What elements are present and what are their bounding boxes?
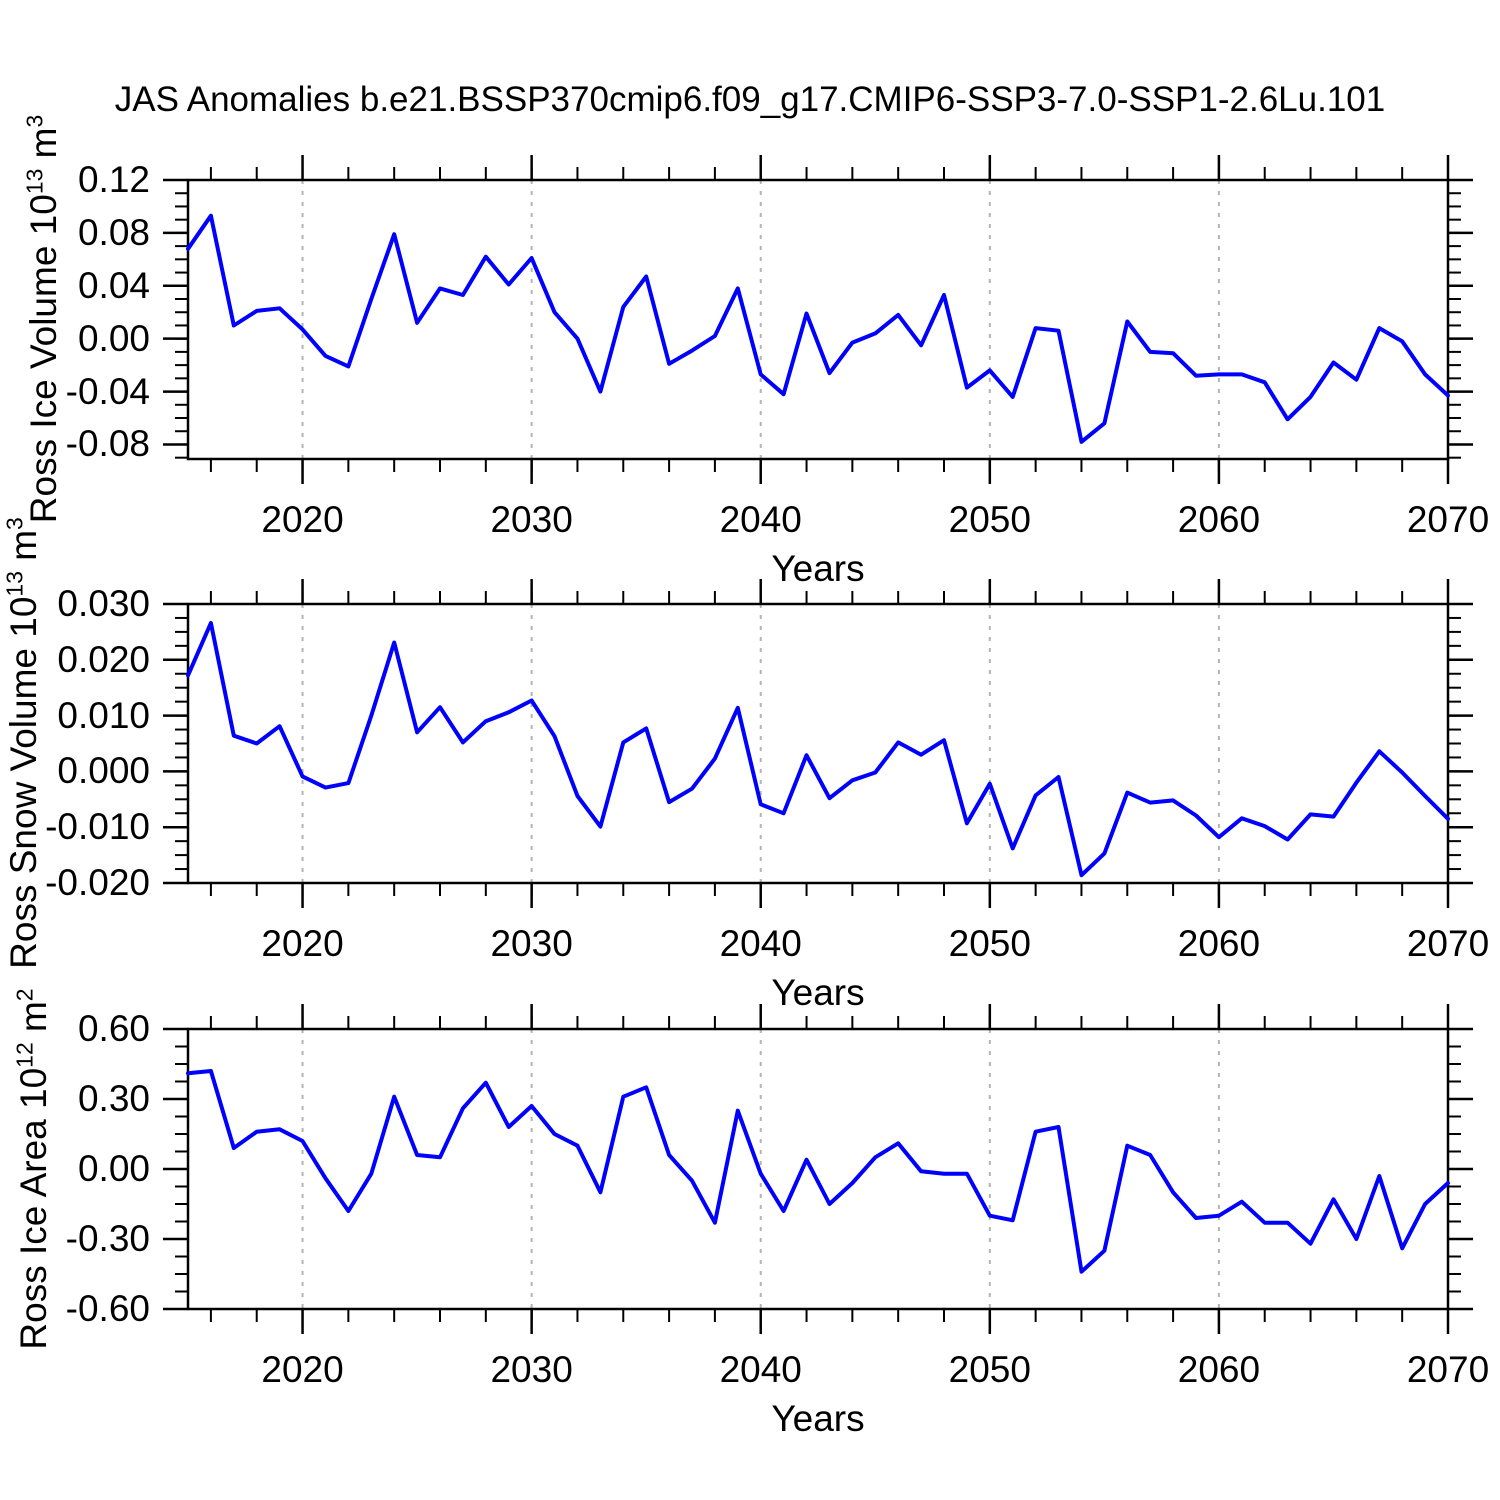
x-tick-label: 2020	[261, 499, 344, 540]
x-tick-label: 2050	[948, 1349, 1031, 1390]
y-tick-label: 0.12	[77, 159, 150, 200]
chart-title: JAS Anomalies b.e21.BSSP370cmip6.f09_g17…	[114, 80, 1386, 119]
y-tick-label: -0.60	[65, 1288, 150, 1329]
x-tick-label: 2040	[719, 499, 802, 540]
series-line-ross-snow-volume	[186, 621, 1450, 878]
exponent: 3	[21, 114, 48, 128]
series-line-ross-ice-volume	[186, 213, 1450, 444]
exponent: 3	[1, 517, 28, 530]
x-axis-title-years-panel1: Years	[771, 548, 865, 589]
x-tick-label: 2030	[490, 923, 573, 964]
x-axis-title-years-panel2: Years	[771, 972, 865, 1013]
x-tick-label: 2050	[948, 499, 1031, 540]
y-tick-label: 0.030	[57, 583, 150, 624]
y-tick-label: -0.30	[65, 1218, 150, 1259]
x-tick-label: 2070	[1406, 499, 1490, 540]
x-tick-label: 2050	[948, 923, 1031, 964]
y-tick-label: 0.60	[77, 1008, 150, 1049]
x-tick-label: 2020	[261, 1349, 344, 1390]
x-tick-label: 2060	[1177, 499, 1261, 540]
y-tick-label: 0.000	[57, 750, 150, 792]
x-tick-label: 2070	[1406, 923, 1490, 964]
y-tick-label: 0.30	[77, 1078, 150, 1119]
x-tick-label: 2060	[1177, 923, 1261, 964]
y-tick-label: 0.020	[57, 638, 150, 680]
y-tick-label: 0.00	[77, 317, 150, 359]
x-tick-label: 2030	[490, 1349, 573, 1390]
y-axis-title-units: m	[3, 529, 44, 572]
x-tick-label: 2060	[1177, 1349, 1261, 1390]
y-tick-label: -0.020	[45, 862, 150, 903]
y-tick-label: -0.08	[65, 423, 150, 465]
x-tick-label: 2020	[261, 923, 344, 964]
y-tick-label: 0.08	[77, 211, 150, 253]
y-tick-label: -0.010	[45, 806, 150, 848]
y-tick-label: 0.04	[77, 264, 150, 306]
x-tick-label: 2040	[719, 1349, 802, 1390]
y-tick-label: 0.010	[57, 694, 150, 736]
series-line-ross-ice-area	[186, 1069, 1450, 1274]
x-axis-title-years-panel3: Years	[771, 1398, 865, 1439]
y-tick-label: 0.00	[77, 1148, 150, 1189]
x-tick-label: 2030	[490, 499, 573, 540]
x-tick-label: 2040	[719, 923, 802, 964]
y-tick-label: -0.04	[65, 370, 150, 412]
x-tick-label: 2070	[1406, 1349, 1490, 1390]
exponent: 2	[11, 988, 38, 1002]
